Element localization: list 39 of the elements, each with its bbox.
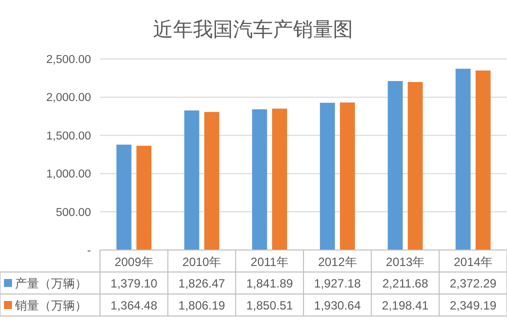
data-label: 2,349.19 <box>450 298 497 312</box>
bar <box>184 110 200 250</box>
x-tick-label: 2010年 <box>182 255 222 269</box>
y-tick-label: 1,500.00 <box>46 130 91 142</box>
x-tick-label: 2011年 <box>250 255 288 269</box>
bar <box>136 146 152 250</box>
x-tick-label: 2014年 <box>454 255 492 269</box>
data-label: 2,372.29 <box>450 276 497 290</box>
x-tick-label: 2013年 <box>386 255 425 269</box>
data-label: 1,826.47 <box>178 276 226 290</box>
data-label: 1,379.10 <box>110 276 158 290</box>
data-label: 1,364.48 <box>110 298 158 312</box>
x-tick-label: 2009年 <box>114 255 154 269</box>
data-label: 2,211.68 <box>382 276 428 290</box>
legend-label: 产量（万辆） <box>15 276 87 290</box>
bar <box>476 70 491 250</box>
bar <box>340 102 355 250</box>
y-tick-label: 2,000.00 <box>46 92 91 104</box>
data-label: 1,806.19 <box>178 298 226 312</box>
bar <box>252 109 268 250</box>
data-label: 2,198.41 <box>382 298 429 312</box>
data-label: 1,930.64 <box>314 298 362 312</box>
bar <box>204 112 220 250</box>
y-tick-label: 2,500.00 <box>46 54 91 66</box>
data-label: 1,927.18 <box>314 276 362 290</box>
bar <box>320 102 335 250</box>
bar <box>116 144 132 250</box>
bar <box>456 68 471 250</box>
bar <box>388 81 403 250</box>
data-label: 1,841.89 <box>246 276 294 290</box>
x-tick-label: 2012年 <box>318 255 357 269</box>
legend-label: 销量（万辆） <box>14 298 87 312</box>
chart-title: 近年我国汽车产销量图 <box>153 19 353 41</box>
bar <box>272 108 288 250</box>
y-tick-label: 500.00 <box>56 206 91 219</box>
y-tick-label: 1,000.00 <box>46 168 91 181</box>
y-tick-label: - <box>87 245 92 257</box>
bar <box>408 82 423 250</box>
data-label: 1,850.51 <box>246 298 294 312</box>
